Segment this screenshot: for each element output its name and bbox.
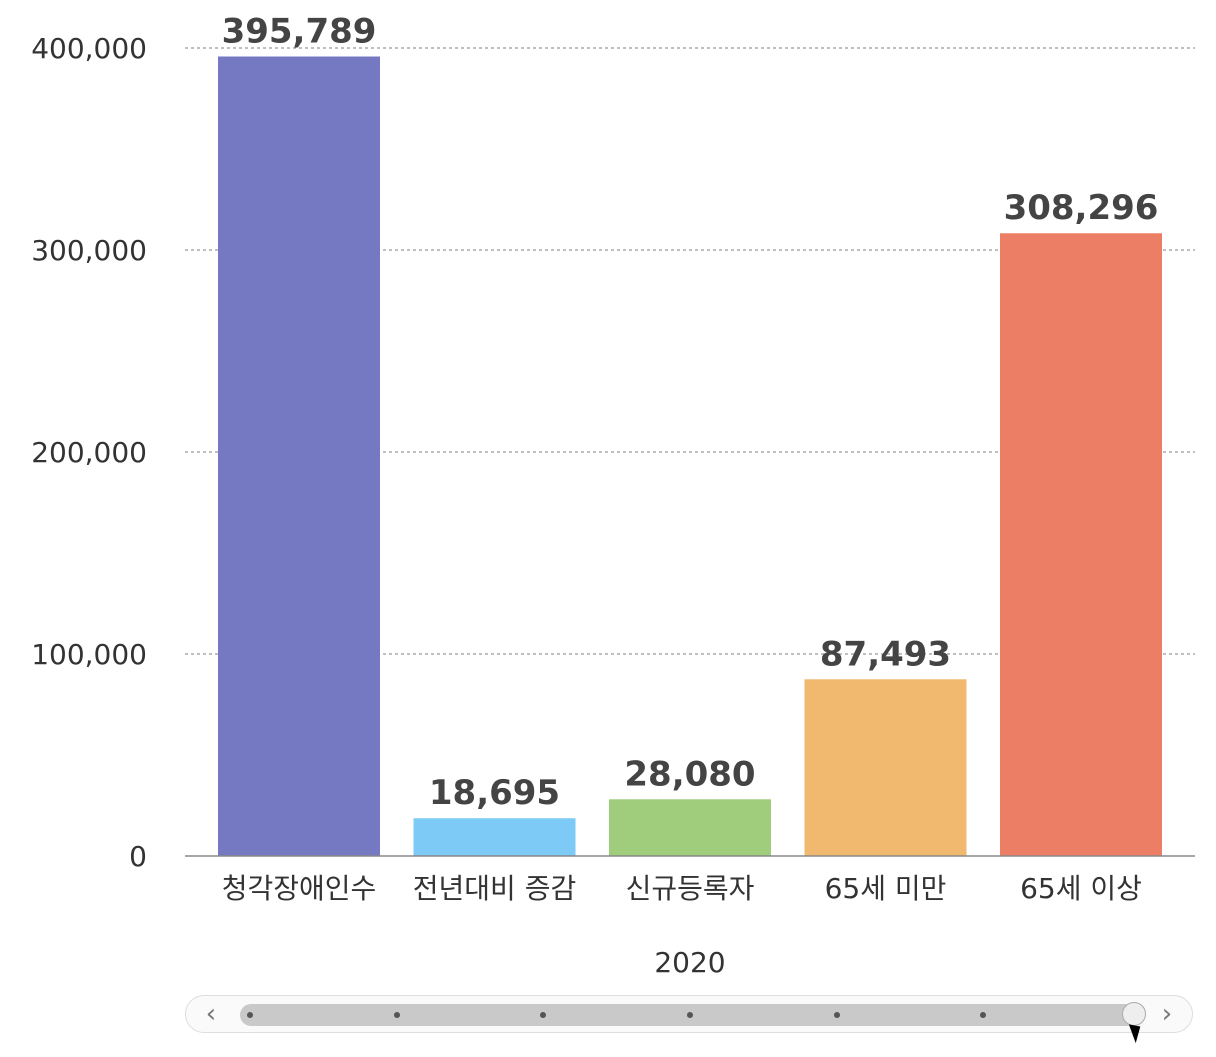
bars [218,56,1162,857]
y-tick-label: 100,000 [31,638,147,671]
slider-stop-dot[interactable] [393,1012,400,1018]
x-category-label: 65세 이상 [1020,872,1142,905]
slider-stop-dot[interactable] [833,1012,840,1018]
bar[interactable] [804,679,967,856]
bar[interactable] [1000,233,1162,857]
chevron-left-icon[interactable]: ‹ [205,999,217,1029]
bar-chart: 0 100,000 200,000 300,000 400,000 395,789 18,… [31,12,1195,979]
slider-stop-dot[interactable] [687,1012,693,1018]
bar[interactable] [609,799,771,856]
y-tick-label: 0 [129,840,147,873]
bar-value-label: 395,789 [222,12,377,52]
chevron-right-icon[interactable]: › [1161,999,1173,1029]
bar[interactable] [218,56,380,856]
bar-value-label: 18,695 [429,773,560,813]
slider-stop-dot[interactable] [540,1012,547,1018]
slider-handle[interactable] [1122,1002,1146,1026]
slider-stop-dot[interactable] [247,1012,253,1018]
bar-value-label: 28,080 [624,754,755,794]
value-labels: 395,789 18,695 28,080 87,493 308,296 [222,12,1159,814]
y-tick-label: 300,000 [31,234,147,267]
x-category-label: 65세 미만 [825,872,947,905]
y-axis-tick-labels: 0 100,000 200,000 300,000 400,000 [31,32,147,873]
x-category-label: 청각장애인수 [222,872,377,905]
bar[interactable] [413,818,576,856]
slider-track[interactable] [240,1002,1146,1026]
bar-value-label: 308,296 [1004,188,1159,228]
x-axis-category-labels: 청각장애인수 전년대비 증감 신규등록자 65세 미만 65세 이상 [222,872,1142,905]
y-tick-label: 400,000 [31,32,147,65]
x-axis-title: 2020 [654,946,725,979]
x-category-label: 전년대비 증감 [413,872,576,905]
x-category-label: 신규등록자 [626,872,755,905]
y-tick-label: 200,000 [31,436,147,469]
time-slider[interactable]: ‹ › [185,995,1193,1033]
bar-value-label: 87,493 [820,634,951,674]
slider-stop-dot[interactable] [980,1012,987,1018]
